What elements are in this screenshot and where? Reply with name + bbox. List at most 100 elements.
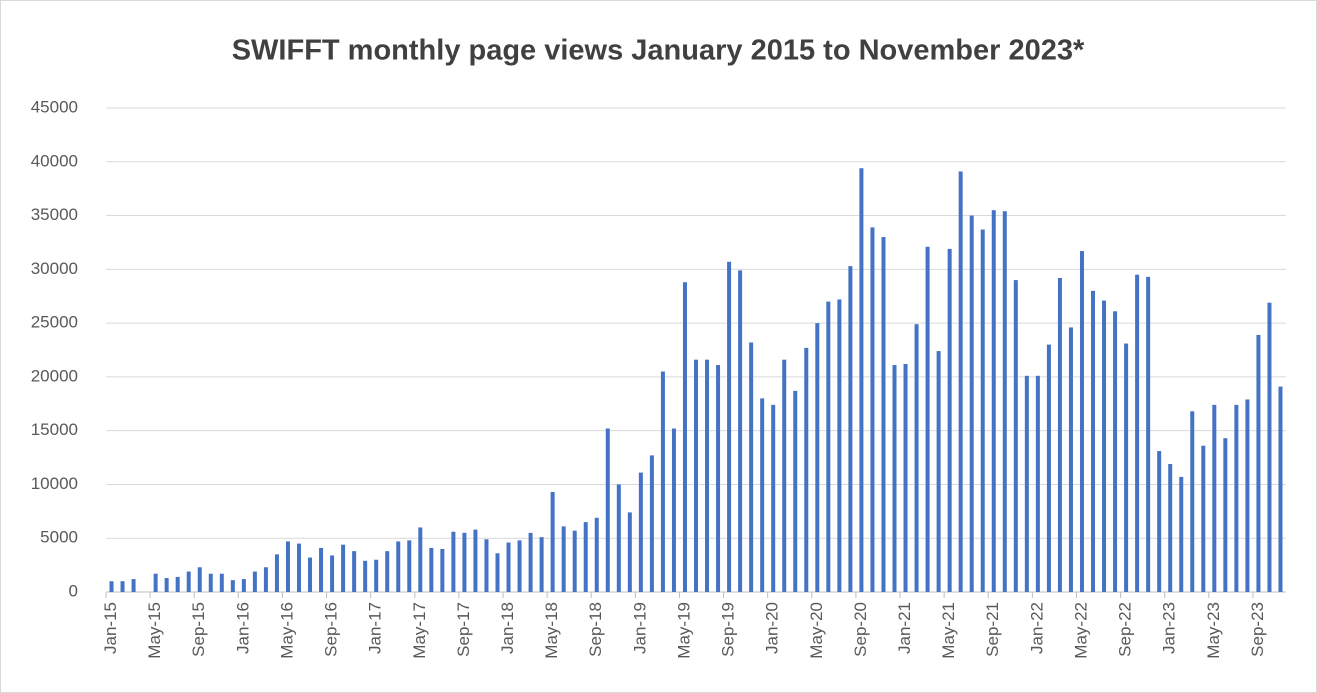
- bar: [903, 363, 908, 592]
- bar: [627, 512, 632, 592]
- bar: [308, 557, 313, 592]
- x-tick-label: May-21: [939, 602, 958, 659]
- y-tick-label: 45000: [31, 97, 78, 116]
- bar: [638, 472, 643, 592]
- bar: [1079, 251, 1084, 592]
- bar: [594, 517, 599, 592]
- x-tick-label: Jan-20: [763, 602, 782, 654]
- bar: [958, 171, 963, 593]
- bar: [1124, 343, 1129, 592]
- x-tick-label: May-17: [410, 602, 429, 659]
- x-tick-label: May-23: [1204, 602, 1223, 659]
- bar: [296, 543, 301, 592]
- bar: [175, 576, 180, 592]
- bar: [572, 530, 577, 592]
- x-tick-label: Sep-19: [719, 602, 738, 657]
- bar: [506, 542, 511, 592]
- bar: [219, 573, 224, 592]
- bar: [131, 579, 136, 592]
- bar: [241, 579, 246, 592]
- bar: [252, 571, 257, 592]
- bar: [1113, 311, 1118, 592]
- y-tick-label: 35000: [31, 205, 78, 224]
- bar: [330, 555, 335, 592]
- bar: [1267, 302, 1272, 592]
- x-tick-label: Jan-15: [101, 602, 120, 654]
- x-tick-label: Jan-18: [498, 602, 517, 654]
- bar: [407, 540, 412, 592]
- bar: [473, 529, 478, 592]
- bar: [1068, 327, 1073, 592]
- bar: [1278, 386, 1283, 592]
- x-tick-label: Sep-16: [322, 602, 341, 657]
- bar: [230, 580, 235, 592]
- bar: [1057, 277, 1062, 592]
- bar: [991, 210, 996, 592]
- x-tick-label: Jan-22: [1027, 602, 1046, 654]
- y-tick-label: 20000: [31, 366, 78, 385]
- bar: [263, 567, 268, 592]
- bar: [738, 270, 743, 592]
- x-tick-label: May-20: [807, 602, 826, 659]
- bar: [671, 428, 676, 592]
- bar: [870, 227, 875, 593]
- bar: [649, 455, 654, 592]
- bar: [694, 359, 698, 592]
- y-tick-label: 5000: [40, 528, 78, 547]
- x-tick-label: May-19: [674, 602, 693, 659]
- bar: [451, 531, 456, 592]
- bar: [539, 537, 544, 592]
- bar: [1190, 411, 1195, 592]
- y-tick-label: 15000: [31, 420, 78, 439]
- y-tick-label: 30000: [31, 259, 78, 278]
- x-tick-label: Jan-17: [366, 602, 385, 654]
- bar: [197, 567, 202, 592]
- bar: [848, 266, 853, 592]
- x-tick-label: May-22: [1071, 602, 1090, 659]
- bar: [561, 526, 566, 592]
- bar: [1179, 476, 1184, 592]
- bar: [705, 359, 710, 592]
- y-tick-label: 40000: [31, 151, 78, 170]
- bar: [782, 359, 787, 592]
- bar: [550, 491, 555, 592]
- bar: [153, 573, 158, 592]
- y-tick-label: 10000: [31, 474, 78, 493]
- bar: [793, 390, 798, 592]
- bar: [208, 573, 213, 592]
- bar: [826, 301, 831, 592]
- bar: [285, 541, 290, 592]
- bar: [517, 540, 522, 592]
- x-tick-label: May-16: [277, 602, 296, 659]
- bar: [484, 539, 489, 592]
- bar: [1223, 438, 1228, 592]
- bar: [1091, 290, 1096, 592]
- bar: [319, 547, 324, 592]
- bar: [418, 527, 423, 592]
- bar: [1046, 344, 1051, 592]
- bar: [716, 365, 721, 592]
- bar: [727, 261, 732, 592]
- x-tick-label: Jan-16: [233, 602, 252, 654]
- bar: [352, 551, 357, 592]
- x-tick-label: Sep-20: [851, 602, 870, 657]
- bar: [969, 215, 974, 593]
- bar: [1102, 300, 1107, 592]
- bar: [385, 551, 390, 592]
- bar: [495, 553, 500, 592]
- bar: [1201, 445, 1206, 592]
- bar: [440, 548, 445, 592]
- bar: [528, 532, 533, 592]
- x-tick-label: May-15: [145, 602, 164, 659]
- x-tick-label: Jan-19: [630, 602, 649, 654]
- bar: [164, 578, 169, 592]
- bar: [616, 484, 621, 592]
- bar: [396, 541, 401, 592]
- bar: [1256, 334, 1261, 592]
- bar: [120, 581, 125, 592]
- x-tick-label: May-18: [542, 602, 561, 659]
- x-tick-label: Sep-17: [454, 602, 473, 657]
- bar: [1234, 404, 1239, 592]
- x-tick-label: Sep-15: [189, 602, 208, 657]
- chart-title: SWIFFT monthly page views January 2015 t…: [232, 35, 1085, 67]
